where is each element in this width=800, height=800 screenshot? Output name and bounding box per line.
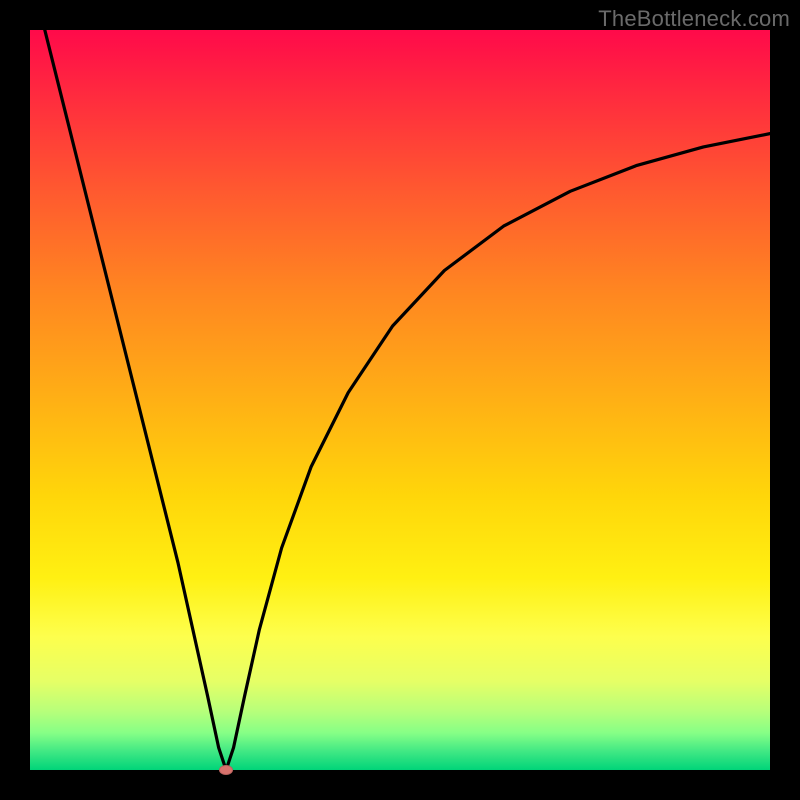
plot-frame — [30, 30, 770, 770]
gradient-background — [30, 30, 770, 770]
watermark-text: TheBottleneck.com — [598, 6, 790, 32]
optimal-point-marker — [219, 765, 233, 775]
chart-root: TheBottleneck.com — [0, 0, 800, 800]
